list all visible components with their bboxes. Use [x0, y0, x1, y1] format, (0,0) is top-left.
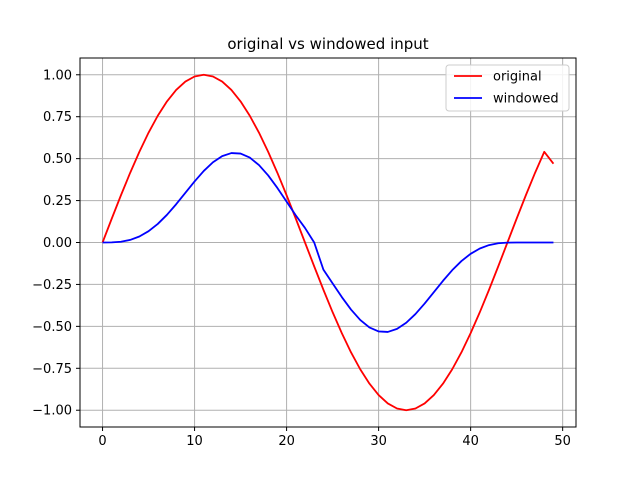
- series-line-original: [101, 73, 555, 412]
- x-tick-label: 50: [554, 434, 571, 449]
- y-tick-label: −0.25: [32, 278, 72, 293]
- y-tick-label: 1.00: [43, 68, 72, 83]
- series-layer: [101, 73, 555, 412]
- x-tick-label: 30: [370, 434, 387, 449]
- y-tick-label: 0.75: [43, 110, 72, 125]
- legend: original windowed: [445, 64, 570, 112]
- legend-label-windowed: windowed: [493, 92, 559, 107]
- chart-title: original vs windowed input: [227, 35, 428, 53]
- y-tick-label: 0.50: [43, 152, 72, 167]
- x-tick-label: 20: [278, 434, 295, 449]
- legend-label-original: original: [493, 70, 542, 85]
- y-tick-label: −0.75: [32, 362, 72, 377]
- y-tick-label: 0.25: [43, 194, 72, 209]
- y-tick-label: −1.00: [32, 404, 72, 419]
- x-tick-label: 0: [98, 434, 106, 449]
- y-tick-label: 0.00: [43, 236, 72, 251]
- series-line-windowed: [102, 152, 554, 333]
- x-tick-label: 40: [462, 434, 479, 449]
- grid: [80, 58, 576, 427]
- axes: 0 10 20 30 40 50 −1.00 −0.75 −0.50 −0.25 0.00 0.25 0…: [32, 68, 571, 449]
- x-tick-label: 10: [186, 434, 203, 449]
- y-tick-label: −0.50: [32, 320, 72, 335]
